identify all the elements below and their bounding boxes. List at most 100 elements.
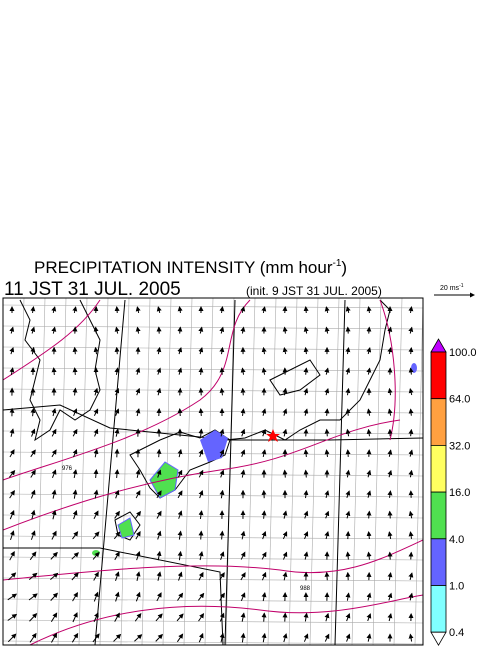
wind-arrow <box>9 490 15 499</box>
wind-arrow <box>50 551 58 560</box>
wind-arrow <box>366 592 372 601</box>
wind-arrow <box>9 428 15 437</box>
grid-line <box>3 535 423 540</box>
grid-line <box>288 298 298 645</box>
wind-arrow <box>261 592 267 602</box>
wind-arrow <box>387 347 393 355</box>
wind-arrow <box>345 449 351 457</box>
wind-arrow <box>30 449 36 458</box>
wind-arrow <box>156 550 162 561</box>
wind-arrow <box>366 531 372 540</box>
grid-line <box>120 298 130 645</box>
wind-arrow <box>72 428 78 437</box>
wind-arrow <box>408 387 414 396</box>
wind-arrow <box>240 326 246 334</box>
wind-arrow <box>282 326 288 334</box>
wind-arrow <box>114 571 120 581</box>
wind-arrow <box>30 306 36 314</box>
wind-arrow <box>93 591 99 602</box>
wind-arrow <box>93 510 99 519</box>
grid-line <box>246 298 256 645</box>
wind-arrow <box>135 408 141 417</box>
wind-arrow <box>408 449 414 457</box>
wind-arrow <box>387 510 393 519</box>
wind-arrow <box>282 428 288 437</box>
wind-arrow <box>93 612 99 623</box>
wind-arrow <box>93 306 99 314</box>
wind-arrow <box>9 367 15 375</box>
wind-arrow <box>177 490 183 499</box>
wind-arrow <box>114 326 120 334</box>
wind-arrow <box>198 428 204 437</box>
wind-arrow <box>72 612 78 623</box>
wind-arrow <box>92 633 100 643</box>
wind-arrow <box>9 530 15 541</box>
wind-arrow <box>51 428 57 437</box>
wind-arrow <box>387 592 393 601</box>
wind-arrow <box>72 408 78 417</box>
wind-arrow <box>51 632 58 643</box>
wind-arrow <box>261 449 267 458</box>
wind-arrow <box>240 428 246 437</box>
grid-line <box>15 298 25 645</box>
wind-arrow <box>324 387 330 396</box>
grid-line <box>414 298 423 645</box>
wind-arrow <box>177 448 183 458</box>
colorbar-label: 0.4 <box>449 627 464 639</box>
wind-arrow <box>282 612 288 622</box>
wind-arrow <box>261 367 267 375</box>
grid-line <box>78 298 88 645</box>
wind-arrow <box>177 530 183 540</box>
wind-arrow <box>198 571 204 581</box>
wind-arrow <box>198 510 204 519</box>
title: PRECIPITATION INTENSITY (mm hour-1) <box>34 258 347 277</box>
wind-arrow <box>366 613 372 622</box>
wind-arrow <box>72 306 78 314</box>
wind-arrow <box>198 632 204 643</box>
wind-arrow <box>366 551 372 560</box>
wind-arrow <box>282 469 288 478</box>
wind-arrow <box>9 346 15 355</box>
wind-arrow <box>176 613 184 622</box>
wind-arrow <box>30 346 36 355</box>
wind-arrow <box>134 634 143 642</box>
wind-arrow <box>387 469 393 478</box>
wind-arrow <box>177 306 183 314</box>
wind-arrow <box>156 306 162 314</box>
wind-arrow <box>219 469 225 478</box>
wind-arrow <box>198 489 204 499</box>
wind-arrow <box>303 306 309 314</box>
wind-arrow <box>324 449 330 457</box>
wind-arrow <box>30 326 36 334</box>
colorbar-swatch <box>430 538 447 586</box>
wind-arrow <box>135 387 141 396</box>
wind-arrow <box>240 572 246 581</box>
coastlines <box>3 299 423 645</box>
wind-arrow <box>9 449 15 458</box>
grid-line <box>57 298 67 645</box>
vector-scale-label: 20 ms-1 <box>440 283 464 292</box>
wind-arrow <box>198 613 205 622</box>
wind-arrow <box>72 346 78 355</box>
wind-arrow <box>51 367 57 375</box>
wind-arrow <box>156 592 162 602</box>
wind-arrow <box>345 613 351 622</box>
wind-arrow <box>219 530 225 540</box>
wind-arrow <box>198 367 204 375</box>
wind-arrow <box>7 593 18 601</box>
grid-line <box>330 298 340 645</box>
wind-arrow <box>324 633 330 642</box>
wind-arrow <box>408 572 414 580</box>
wind-arrow <box>345 633 351 642</box>
wind-arrow <box>29 551 37 561</box>
wind-arrow <box>114 306 120 314</box>
wind-arrow <box>93 346 99 355</box>
wind-arrow <box>219 551 225 560</box>
wind-arrow <box>240 632 246 643</box>
wind-arrow <box>156 387 162 396</box>
wind-arrow <box>50 572 59 580</box>
wind-arrow <box>282 633 288 643</box>
grid-line <box>393 298 403 645</box>
wind-arrow <box>93 387 99 396</box>
